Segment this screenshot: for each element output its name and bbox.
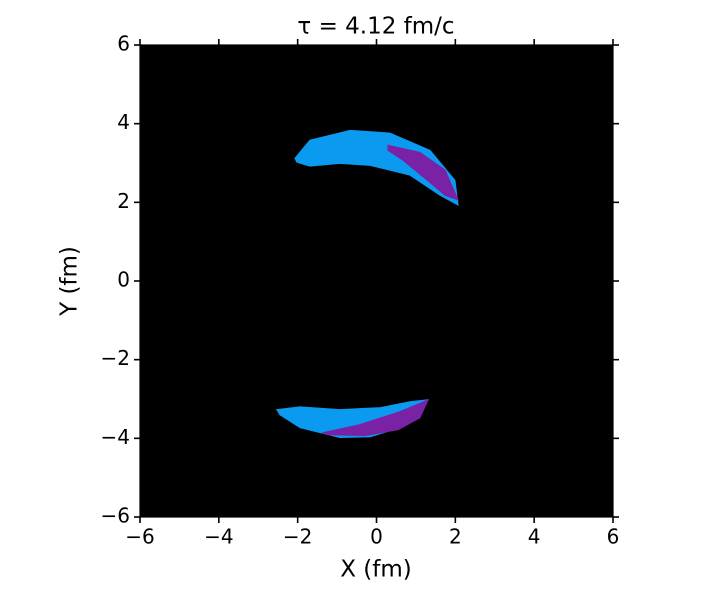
x-tick-label: −4 bbox=[204, 525, 233, 549]
y-tick-label: 2 bbox=[117, 189, 130, 213]
y-tick-label: 0 bbox=[117, 268, 130, 292]
y-tick-label: −6 bbox=[101, 504, 130, 528]
y-tick-label: 4 bbox=[117, 110, 130, 134]
x-tick-label: 4 bbox=[528, 525, 541, 549]
y-tick-label: 6 bbox=[117, 32, 130, 56]
x-tick-label: 6 bbox=[607, 525, 620, 549]
y-tick-label: −2 bbox=[101, 346, 130, 370]
region bbox=[387, 144, 460, 201]
x-tick-label: −2 bbox=[283, 525, 312, 549]
region bbox=[294, 129, 459, 206]
x-axis-label: X (fm) bbox=[340, 557, 412, 583]
region bbox=[321, 398, 430, 437]
chart-title: τ = 4.12 fm/c bbox=[297, 14, 454, 40]
x-tick-label: 0 bbox=[370, 525, 383, 549]
plot-area bbox=[140, 45, 613, 517]
y-tick-label: −4 bbox=[101, 425, 130, 449]
x-tick-label: −6 bbox=[125, 525, 154, 549]
y-axis-label: Y (fm) bbox=[57, 246, 83, 317]
x-tick-label: 2 bbox=[449, 525, 462, 549]
